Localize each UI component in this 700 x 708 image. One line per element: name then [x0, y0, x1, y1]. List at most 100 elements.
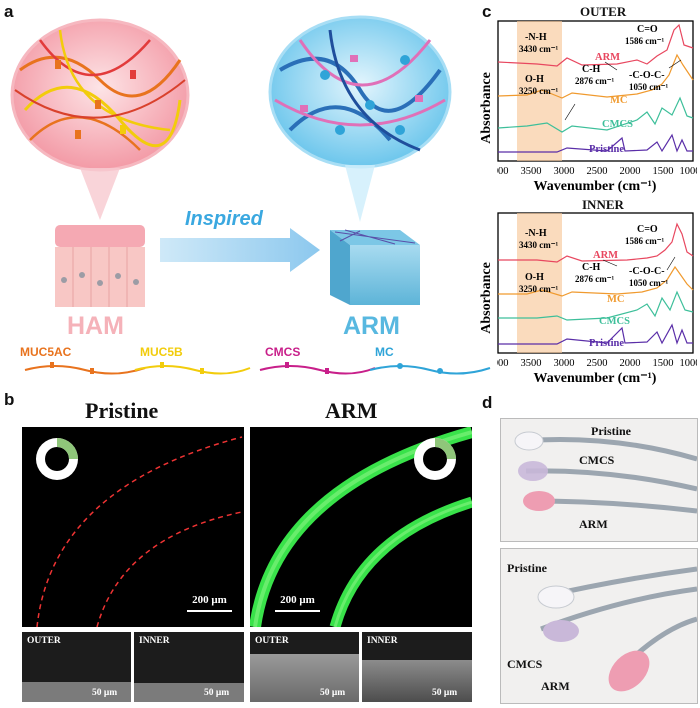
annotation: C=O [637, 24, 658, 35]
annotation: 1586 cm⁻¹ [625, 36, 664, 46]
series-label: CMCS [599, 316, 630, 327]
annotation: O-H [525, 74, 544, 85]
chart-outer-ylabel: Absorbance [479, 72, 494, 144]
xtick: 2000 [620, 358, 641, 369]
series-arm [497, 23, 694, 67]
sem-pristine-inner: INNER 50 μm [134, 632, 244, 702]
annotation: 2876 cm⁻¹ [575, 76, 614, 86]
xtick: 2000 [620, 166, 641, 177]
scalebar-line [187, 610, 232, 612]
legend-cmcs: CMCS [265, 345, 301, 359]
xtick: 4000 [497, 358, 509, 369]
tube-label-pristine: Pristine [507, 561, 547, 575]
sem-arm-outer: OUTER 50 μm [250, 632, 359, 702]
annotation: 1050 cm⁻¹ [629, 278, 668, 288]
xtick: 3000 [554, 358, 575, 369]
sem-label: INNER [139, 636, 170, 646]
series-label: Pristine [589, 144, 624, 155]
annotation: 1050 cm⁻¹ [629, 82, 668, 92]
series-label: ARM [595, 52, 620, 63]
annotation: C-H [582, 64, 601, 75]
chart-inner-ylabel: Absorbance [479, 262, 494, 334]
xtick: 4000 [497, 166, 509, 177]
legend-mc: MC [375, 345, 394, 359]
series-label: CMCS [602, 119, 633, 130]
tube-label-arm: ARM [579, 517, 608, 531]
series-mc [498, 265, 694, 297]
annotation: -N-H [525, 32, 547, 43]
chart-inner-xlabel: Wavenumber (cm⁻¹) [534, 371, 657, 386]
annotation: -C-O-C- [629, 266, 665, 277]
annotation: C-H [582, 262, 601, 273]
tube-photo-top: Pristine CMCS ARM [500, 418, 698, 542]
sem-pristine-outer: OUTER 50 μm [22, 632, 131, 702]
annotation: O-H [525, 272, 544, 283]
pristine-fluorescence-image: 200 μm [22, 427, 244, 627]
tube-label-pristine: Pristine [591, 424, 631, 438]
annotation: 3430 cm⁻¹ [519, 44, 558, 54]
sem-label: OUTER [255, 636, 289, 646]
panel-label-a: a [4, 2, 14, 21]
ftir-inner-chart: 4000 3500 3000 2500 2000 1500 1000 Waven… [497, 212, 698, 386]
tube-label-cmcs: CMCS [579, 453, 615, 467]
ham-cell-block [55, 225, 145, 307]
annotation: 3250 cm⁻¹ [519, 86, 558, 96]
xtick: 3000 [554, 166, 575, 177]
sem-scale: 50 μm [320, 688, 346, 698]
sem-arm-inner: INNER 50 μm [362, 632, 472, 702]
arm-scalebar-label: 200 μm [280, 594, 315, 606]
scalebar-line [275, 610, 320, 612]
chart-outer-title: OUTER [580, 4, 627, 19]
sem-scale: 50 μm [432, 688, 458, 698]
xtick: 2500 [587, 358, 608, 369]
annotation: 2876 cm⁻¹ [575, 274, 614, 284]
annotation: 1586 cm⁻¹ [625, 236, 664, 246]
series-cmcs [498, 290, 694, 321]
sem-scale: 50 μm [92, 688, 118, 698]
xtick: 2500 [587, 166, 608, 177]
panel-label-d: d [482, 393, 493, 412]
inspired-arrow [160, 228, 320, 272]
annotation: 3250 cm⁻¹ [519, 284, 558, 294]
series-label: MC [610, 95, 628, 106]
annotation: -C-O-C- [629, 70, 665, 81]
series-pristine [498, 323, 693, 345]
arm-bubble [268, 15, 452, 169]
series-mc [497, 53, 694, 99]
ham-title: HAM [67, 312, 124, 340]
sem-label: INNER [367, 636, 398, 646]
annotation: C=O [637, 224, 658, 235]
ftir-outer-chart: 4000 3500 3000 2500 2000 1500 1000 Waven… [497, 20, 698, 194]
series-label: MC [607, 294, 625, 305]
xtick: 1500 [653, 358, 674, 369]
pristine-scalebar-label: 200 μm [192, 594, 227, 606]
pristine-title: Pristine [85, 398, 159, 423]
series-arm [498, 222, 694, 263]
tube-label-cmcs: CMCS [507, 657, 543, 671]
arm-micro-title: ARM [325, 398, 378, 423]
xtick: 1000 [680, 358, 698, 369]
annotation: -N-H [525, 228, 547, 239]
ham-bubble [10, 18, 190, 172]
series-label: Pristine [589, 338, 624, 349]
series-cmcs [497, 96, 694, 133]
chart-inner-title: INNER [582, 197, 624, 212]
xtick: 1000 [680, 166, 698, 177]
arm-block [330, 229, 420, 305]
panel-a-illustration [10, 15, 452, 307]
sem-scale: 50 μm [204, 688, 230, 698]
series-pristine [498, 133, 693, 153]
inspired-label: Inspired [185, 208, 263, 230]
panel-label-c: c [482, 2, 492, 21]
legend-muc5ac: MUC5AC [20, 345, 72, 359]
annotation: 3430 cm⁻¹ [519, 240, 558, 250]
xtick: 3500 [521, 358, 542, 369]
xtick: 1500 [653, 166, 674, 177]
chart-outer-xlabel: Wavenumber (cm⁻¹) [534, 179, 657, 194]
series-label: ARM [593, 250, 618, 261]
xtick: 3500 [521, 166, 542, 177]
sem-label: OUTER [27, 636, 61, 646]
polymer-legend-chains [24, 362, 491, 375]
arm-fluorescence-image: 200 μm [250, 427, 472, 627]
panel-label-b: b [4, 390, 15, 409]
